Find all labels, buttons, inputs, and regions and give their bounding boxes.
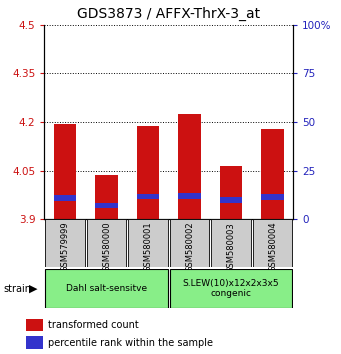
Bar: [169, 269, 293, 308]
Bar: [54, 124, 76, 219]
Bar: [137, 126, 160, 219]
Bar: [137, 194, 160, 199]
Bar: [178, 114, 201, 219]
Bar: [95, 202, 118, 208]
Text: GSM580003: GSM580003: [226, 222, 236, 273]
Bar: [211, 219, 251, 267]
Bar: [253, 219, 293, 267]
Bar: [26, 336, 43, 349]
Bar: [54, 195, 76, 201]
Bar: [220, 198, 242, 203]
Bar: [128, 219, 168, 267]
Text: GSM580001: GSM580001: [144, 222, 152, 273]
Text: strain: strain: [3, 284, 31, 293]
Bar: [87, 219, 127, 267]
Text: GSM579999: GSM579999: [61, 222, 70, 273]
Bar: [26, 319, 43, 331]
Text: percentile rank within the sample: percentile rank within the sample: [48, 338, 213, 348]
Text: S.LEW(10)x12x2x3x5
congenic: S.LEW(10)x12x2x3x5 congenic: [183, 279, 279, 298]
Bar: [45, 269, 168, 308]
Text: GSM580000: GSM580000: [102, 222, 111, 273]
Text: transformed count: transformed count: [48, 320, 138, 330]
Title: GDS3873 / AFFX-ThrX-3_at: GDS3873 / AFFX-ThrX-3_at: [77, 7, 261, 21]
Bar: [261, 194, 284, 200]
Text: ▶: ▶: [29, 284, 38, 293]
Text: GSM580002: GSM580002: [185, 222, 194, 273]
Bar: [45, 219, 85, 267]
Text: GSM580004: GSM580004: [268, 222, 277, 273]
Bar: [95, 175, 118, 219]
Bar: [178, 193, 201, 199]
Bar: [169, 219, 209, 267]
Text: Dahl salt-sensitve: Dahl salt-sensitve: [66, 284, 147, 293]
Bar: [261, 129, 284, 219]
Bar: [220, 166, 242, 219]
